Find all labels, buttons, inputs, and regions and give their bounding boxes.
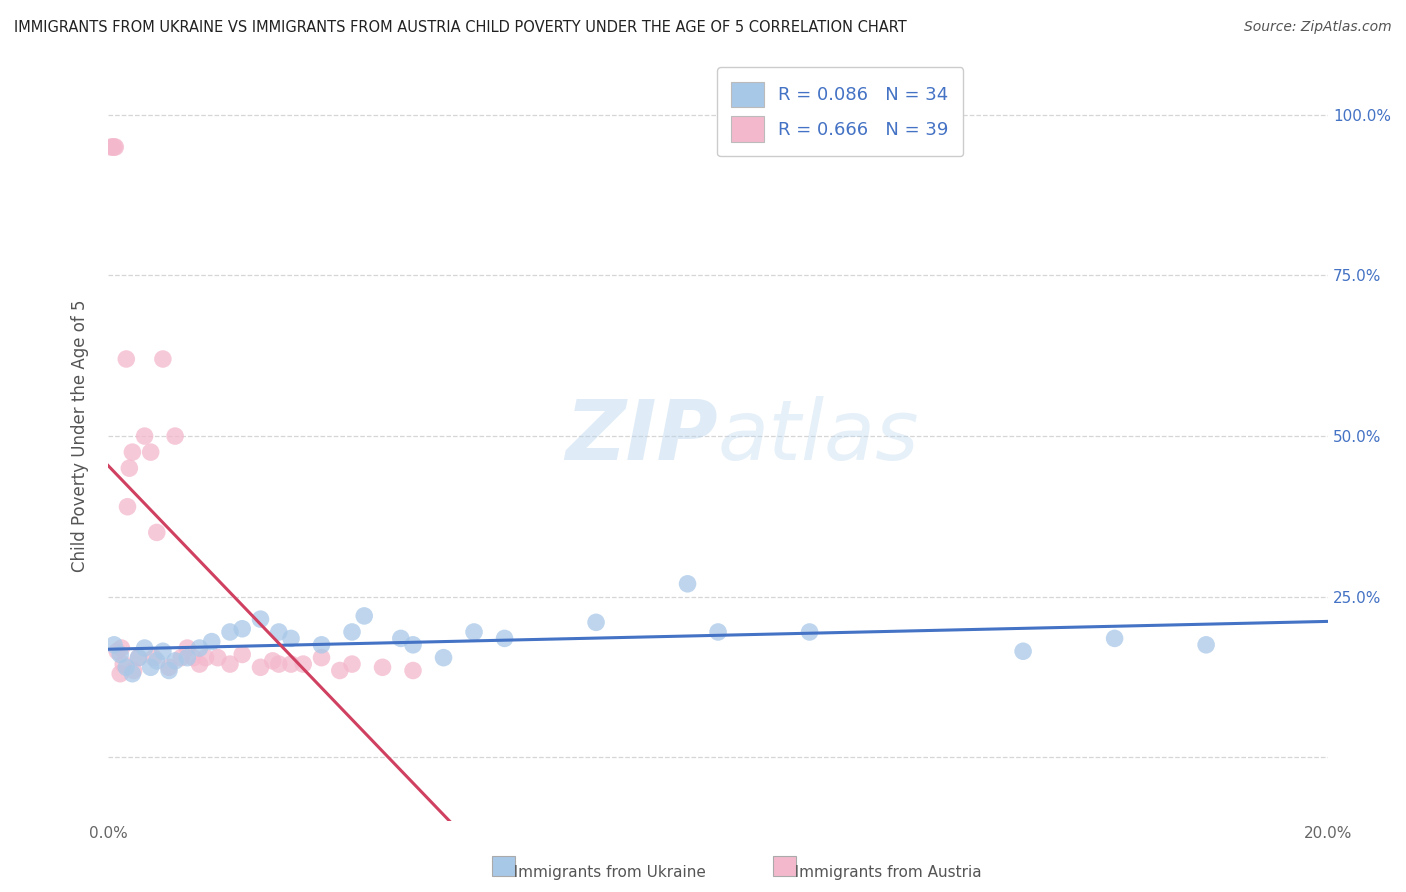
Point bbox=[402, 664, 425, 678]
Point bbox=[134, 640, 156, 655]
Point bbox=[267, 624, 290, 639]
Point bbox=[139, 445, 162, 459]
Point bbox=[104, 140, 127, 154]
Point bbox=[176, 640, 198, 655]
Point bbox=[207, 650, 229, 665]
Point bbox=[128, 650, 150, 665]
Text: atlas: atlas bbox=[718, 395, 920, 476]
Text: IMMIGRANTS FROM UKRAINE VS IMMIGRANTS FROM AUSTRIA CHILD POVERTY UNDER THE AGE O: IMMIGRANTS FROM UKRAINE VS IMMIGRANTS FR… bbox=[14, 20, 907, 35]
Point bbox=[176, 650, 198, 665]
Point bbox=[118, 461, 141, 475]
Point bbox=[170, 650, 193, 665]
Point bbox=[108, 648, 131, 662]
Point bbox=[340, 657, 363, 671]
Point bbox=[165, 429, 187, 443]
Point bbox=[108, 666, 131, 681]
Point bbox=[146, 654, 169, 668]
Point bbox=[110, 640, 132, 655]
Point bbox=[152, 351, 174, 366]
Point bbox=[115, 351, 138, 366]
Point bbox=[117, 500, 139, 514]
Point bbox=[183, 650, 205, 665]
Point bbox=[292, 657, 315, 671]
Text: ZIP: ZIP bbox=[565, 395, 718, 476]
Point bbox=[353, 608, 375, 623]
Point bbox=[101, 140, 124, 154]
Point bbox=[100, 140, 122, 154]
Point bbox=[311, 638, 333, 652]
Text: Immigrants from Austria: Immigrants from Austria bbox=[780, 865, 981, 880]
Point bbox=[340, 624, 363, 639]
Y-axis label: Child Poverty Under the Age of 5: Child Poverty Under the Age of 5 bbox=[72, 300, 89, 573]
Point bbox=[280, 657, 302, 671]
Point bbox=[371, 660, 394, 674]
Point bbox=[121, 445, 143, 459]
Point bbox=[219, 657, 242, 671]
Point bbox=[402, 638, 425, 652]
Point bbox=[115, 660, 138, 674]
Point bbox=[494, 632, 516, 646]
FancyBboxPatch shape bbox=[492, 856, 515, 876]
Point bbox=[146, 525, 169, 540]
Point bbox=[707, 624, 730, 639]
FancyBboxPatch shape bbox=[773, 856, 796, 876]
Point bbox=[676, 576, 699, 591]
Point bbox=[585, 615, 607, 630]
Point bbox=[121, 666, 143, 681]
Point bbox=[463, 624, 485, 639]
Point bbox=[152, 644, 174, 658]
Legend: R = 0.086   N = 34, R = 0.666   N = 39: R = 0.086 N = 34, R = 0.666 N = 39 bbox=[717, 68, 963, 156]
Point bbox=[112, 657, 135, 671]
Point bbox=[139, 660, 162, 674]
Point bbox=[280, 632, 302, 646]
Point bbox=[103, 140, 125, 154]
Point bbox=[329, 664, 352, 678]
Point bbox=[267, 657, 290, 671]
Point bbox=[105, 644, 128, 658]
Point bbox=[249, 612, 271, 626]
Point bbox=[1012, 644, 1035, 658]
Text: Immigrants from Ukraine: Immigrants from Ukraine bbox=[499, 865, 706, 880]
Text: Source: ZipAtlas.com: Source: ZipAtlas.com bbox=[1244, 20, 1392, 34]
Point bbox=[165, 654, 187, 668]
Point bbox=[157, 660, 180, 674]
Point bbox=[128, 650, 150, 665]
Point bbox=[103, 638, 125, 652]
Point bbox=[262, 654, 284, 668]
Point bbox=[188, 657, 211, 671]
Point bbox=[142, 650, 165, 665]
Point bbox=[134, 429, 156, 443]
Point bbox=[311, 650, 333, 665]
Point bbox=[201, 634, 224, 648]
Point bbox=[432, 650, 454, 665]
Point bbox=[219, 624, 242, 639]
Point bbox=[188, 640, 211, 655]
Point bbox=[1104, 632, 1126, 646]
Point bbox=[389, 632, 412, 646]
Point bbox=[249, 660, 271, 674]
Point bbox=[194, 650, 217, 665]
Point bbox=[231, 622, 253, 636]
Point bbox=[799, 624, 821, 639]
Point bbox=[122, 664, 145, 678]
Point bbox=[1195, 638, 1218, 652]
Point bbox=[157, 664, 180, 678]
Point bbox=[231, 648, 253, 662]
